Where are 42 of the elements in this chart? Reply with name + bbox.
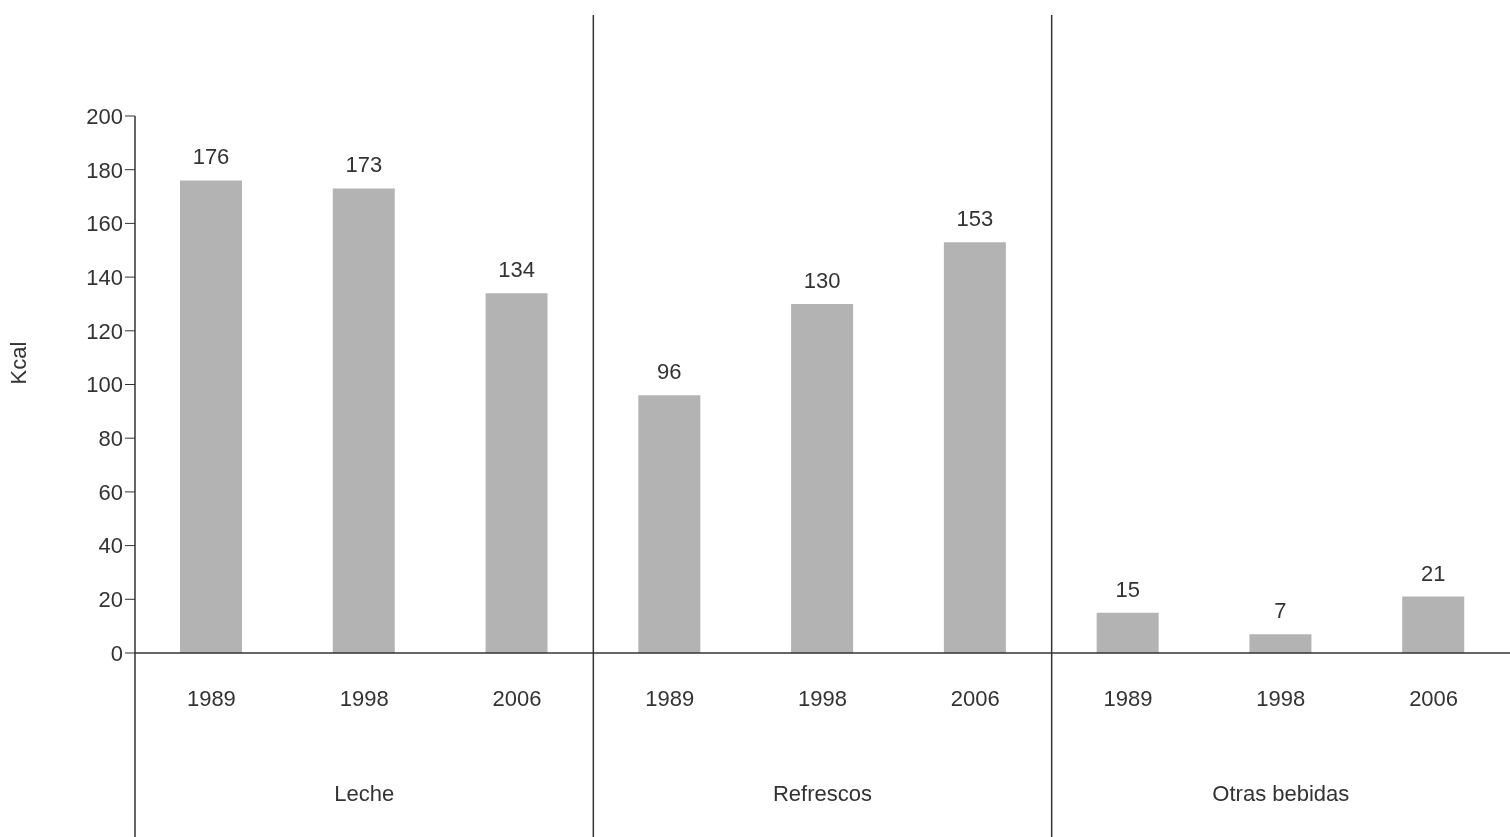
y-tick-label: 20 bbox=[98, 587, 123, 613]
bar bbox=[1249, 634, 1312, 653]
x-tick-label: 1998 bbox=[798, 686, 847, 711]
data-label: 176 bbox=[192, 144, 230, 170]
y-tick-label: 140 bbox=[86, 264, 123, 290]
bar bbox=[332, 188, 395, 653]
y-axis-title: Kcal bbox=[5, 341, 31, 385]
bar bbox=[791, 303, 854, 653]
x-tick-label: 1989 bbox=[186, 686, 236, 711]
text: Leche bbox=[334, 781, 395, 806]
y-tick-label: 80 bbox=[98, 426, 123, 452]
y-tick-label: 180 bbox=[86, 157, 123, 183]
data-label: 15 bbox=[1115, 576, 1140, 602]
data-label: 153 bbox=[956, 206, 994, 232]
x-tick-label: 1998 bbox=[339, 686, 389, 711]
bar bbox=[485, 293, 548, 653]
x-tick-label: 2006 bbox=[950, 686, 1000, 711]
data-label: 21 bbox=[1420, 560, 1446, 586]
y-tick-label: 100 bbox=[86, 372, 123, 398]
bar bbox=[1402, 596, 1465, 653]
y-tick-label: 60 bbox=[98, 479, 123, 505]
bar bbox=[638, 395, 701, 653]
data-label: 173 bbox=[345, 152, 383, 178]
y-tick-label: 40 bbox=[98, 533, 123, 559]
text: Refrescos bbox=[772, 781, 873, 806]
x-tick-label: 2006 bbox=[1409, 686, 1459, 711]
data-label: 130 bbox=[803, 267, 841, 293]
data-label: 7 bbox=[1274, 598, 1287, 624]
bar bbox=[180, 180, 242, 653]
text: Otras bebidas bbox=[1212, 781, 1350, 806]
x-tick-label: 1989 bbox=[645, 686, 695, 711]
x-tick-label: 1989 bbox=[1103, 686, 1153, 711]
bar bbox=[1096, 612, 1159, 653]
y-tick-label: 0 bbox=[110, 640, 123, 666]
data-label: 96 bbox=[657, 359, 682, 385]
data-label: 134 bbox=[498, 257, 535, 283]
y-tick-label: 200 bbox=[86, 103, 123, 129]
y-tick-label: 120 bbox=[86, 318, 123, 344]
x-tick-label: 2006 bbox=[492, 686, 542, 711]
y-tick-label: 160 bbox=[86, 211, 123, 237]
x-tick-label: 1998 bbox=[1256, 686, 1306, 711]
bar bbox=[943, 242, 1006, 653]
